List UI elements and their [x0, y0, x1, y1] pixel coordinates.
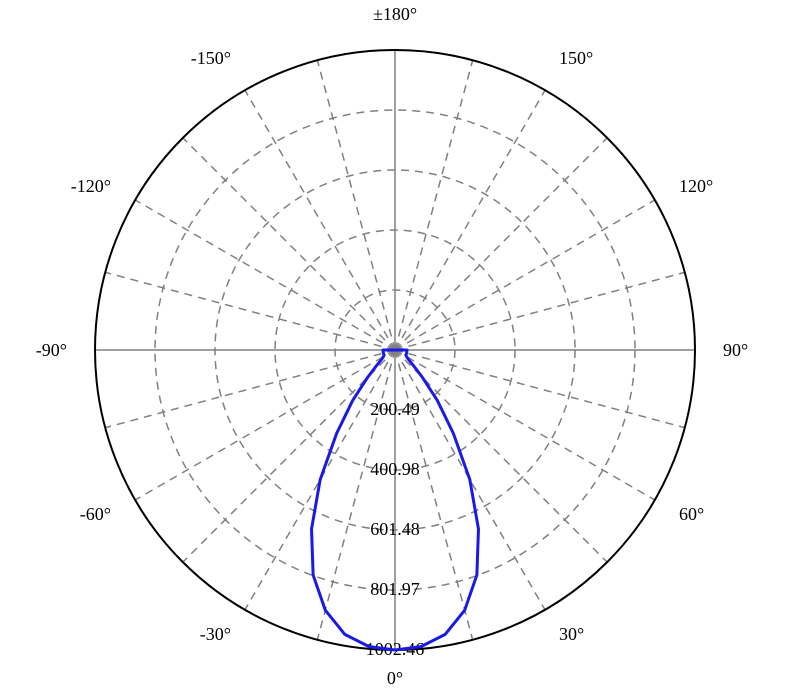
angle-label: ±180° [373, 4, 417, 24]
angle-label: 60° [679, 504, 704, 524]
grid-spoke [245, 90, 395, 350]
grid-spoke [395, 350, 685, 428]
polar-chart: 0° 30° 60° 90° 120° 150° ±180° -30° -60° -90° -120… [0, 0, 790, 700]
grid-spoke [135, 350, 395, 500]
angle-label: -30° [200, 624, 231, 644]
angle-label: -150° [191, 48, 231, 68]
polar-svg: 0° 30° 60° 90° 120° 150° ±180° -30° -60° -90° -120… [0, 0, 790, 700]
grid-spoke [395, 272, 685, 350]
grid-spoke [105, 350, 395, 428]
grid-spoke [183, 138, 395, 350]
angle-label: -90° [36, 340, 67, 360]
grid-spoke [395, 200, 655, 350]
radial-label: 801.97 [370, 579, 420, 599]
grid-spoke [395, 138, 607, 350]
radial-label: 601.48 [370, 519, 420, 539]
angle-label: 30° [559, 624, 584, 644]
angle-label: 90° [723, 340, 748, 360]
angle-label: 150° [559, 48, 593, 68]
radial-label: 200.49 [370, 399, 420, 419]
grid-spoke [135, 200, 395, 350]
radial-label: 400.98 [370, 459, 420, 479]
angle-label: 0° [387, 668, 403, 688]
grid-spoke [395, 60, 473, 350]
grid-spoke [317, 60, 395, 350]
angle-label: -60° [80, 504, 111, 524]
grid-spoke [395, 90, 545, 350]
angle-label: -120° [71, 176, 111, 196]
grid-spoke [105, 272, 395, 350]
grid-spoke [395, 350, 655, 500]
angle-label: 120° [679, 176, 713, 196]
